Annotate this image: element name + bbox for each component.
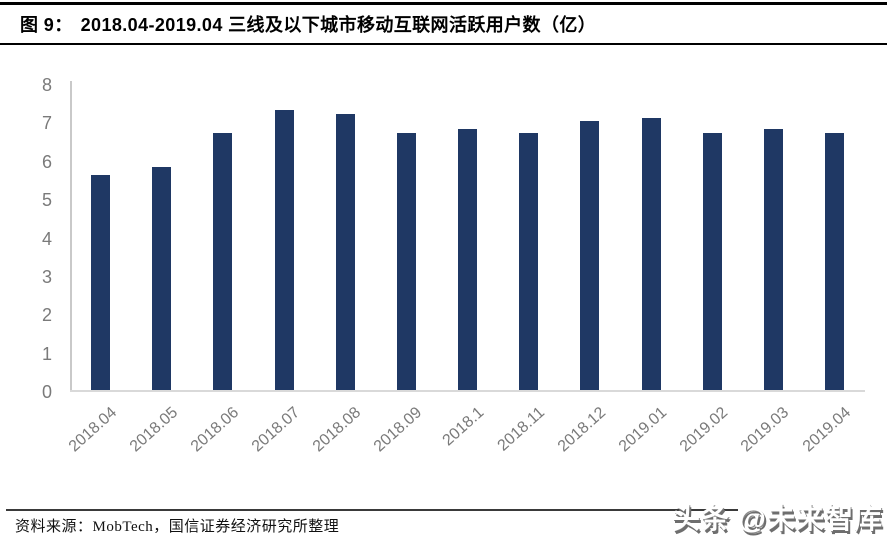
y-axis-tick-8: 8	[41, 75, 52, 95]
watermark-text: 头条 @未来智库	[671, 503, 883, 534]
figure-title-text: 2018.04-2019.04 三线及以下城市移动互联网活跃用户数（亿）	[80, 15, 597, 35]
bar-2019.03	[763, 129, 783, 390]
source-note: 资料来源：MobTech，国信证券经济研究所整理	[15, 519, 340, 535]
top-rule	[0, 2, 887, 5]
title-divider	[0, 43, 887, 45]
bar-2018.12	[580, 121, 600, 390]
y-axis-tick-7: 7	[41, 113, 52, 134]
bar-2018.09	[396, 132, 416, 390]
footer-divider	[6, 509, 738, 511]
y-axis-line	[70, 81, 72, 392]
y-axis-tick-5: 5	[41, 190, 52, 211]
y-axis-tick-4: 4	[41, 228, 52, 249]
bar-2018.07	[274, 109, 294, 390]
y-axis-tick-2: 2	[41, 305, 52, 326]
bar-2018.05	[152, 167, 172, 390]
bar-2019.01	[641, 117, 661, 390]
bar-2018.1	[458, 129, 477, 390]
plot-area	[70, 85, 865, 392]
y-axis-tick-6: 6	[41, 151, 52, 172]
figure-number-label: 图 9：	[20, 15, 73, 35]
bar-2018.11	[519, 132, 539, 390]
bar-2018.06	[213, 132, 233, 390]
bar-2018.04	[91, 175, 111, 390]
bar-2019.02	[702, 132, 722, 390]
y-axis-tick-3: 3	[41, 266, 52, 287]
y-axis-tick-1: 1	[41, 343, 52, 364]
bar-2019.04	[824, 132, 844, 390]
figure-title: 图 9： 2018.04-2019.04 三线及以下城市移动互联网活跃用户数（亿）	[20, 11, 870, 37]
bar-2018.08	[335, 113, 355, 390]
y-axis-tick-0: 0	[41, 382, 52, 402]
